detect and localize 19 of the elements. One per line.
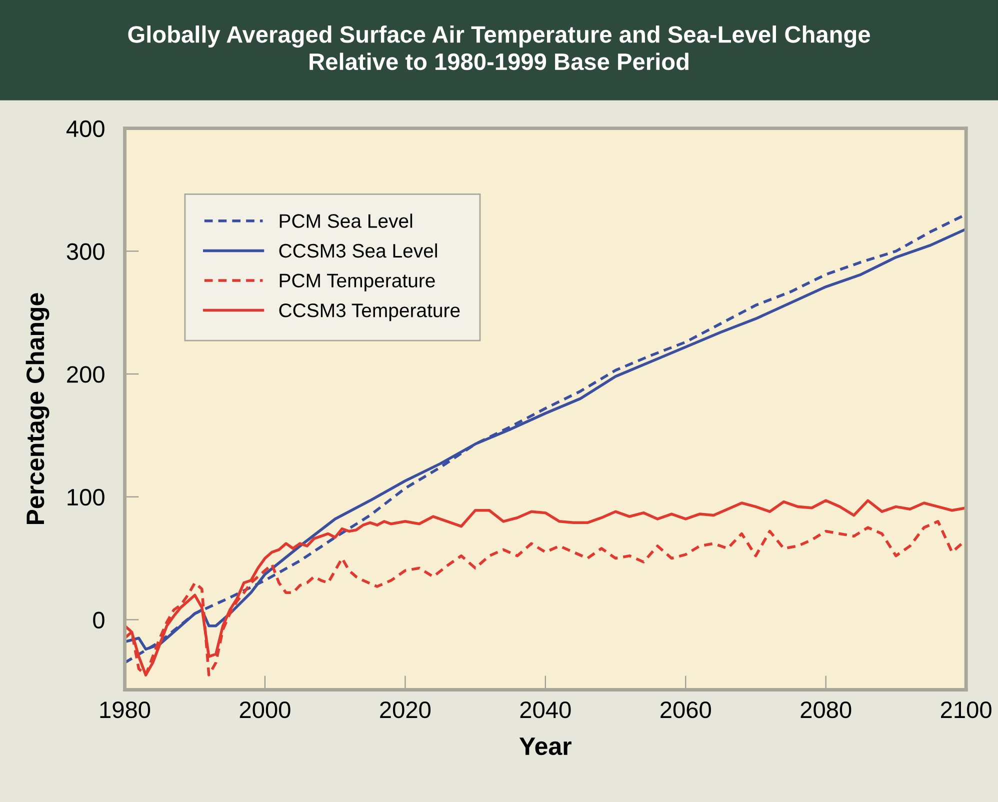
- y-axis-title: Percentage Change: [26, 293, 50, 524]
- x-tick-label: 1980: [100, 701, 150, 718]
- legend-label: PCM Temperature: [280, 274, 435, 292]
- y-tick-label: 100: [68, 488, 104, 506]
- x-axis-title: Year: [519, 738, 572, 756]
- y-tick-label: 0: [93, 612, 104, 628]
- x-tick-label: 2040: [520, 701, 571, 718]
- y-tick-label: 200: [67, 366, 104, 383]
- x-tick-label: 2060: [660, 701, 711, 718]
- legend-label: CCSM3 Temperature: [279, 304, 460, 322]
- x-tick-label: 2100: [940, 701, 992, 718]
- legend-label: CCSM3 Sea Level: [279, 243, 437, 258]
- x-tick-label: 2020: [380, 701, 431, 718]
- chart-title: Globally Averaged Surface Air Temperature and Sea-Level Change Relative to 1980-1999 Base Period: [128, 25, 870, 70]
- x-tick-label: 2080: [800, 701, 852, 718]
- x-tick-label: 2000: [240, 701, 290, 718]
- y-tick-label: 400: [66, 120, 104, 138]
- y-tick-label: 300: [66, 243, 104, 260]
- legend-label: PCM Sea Level: [280, 214, 412, 228]
